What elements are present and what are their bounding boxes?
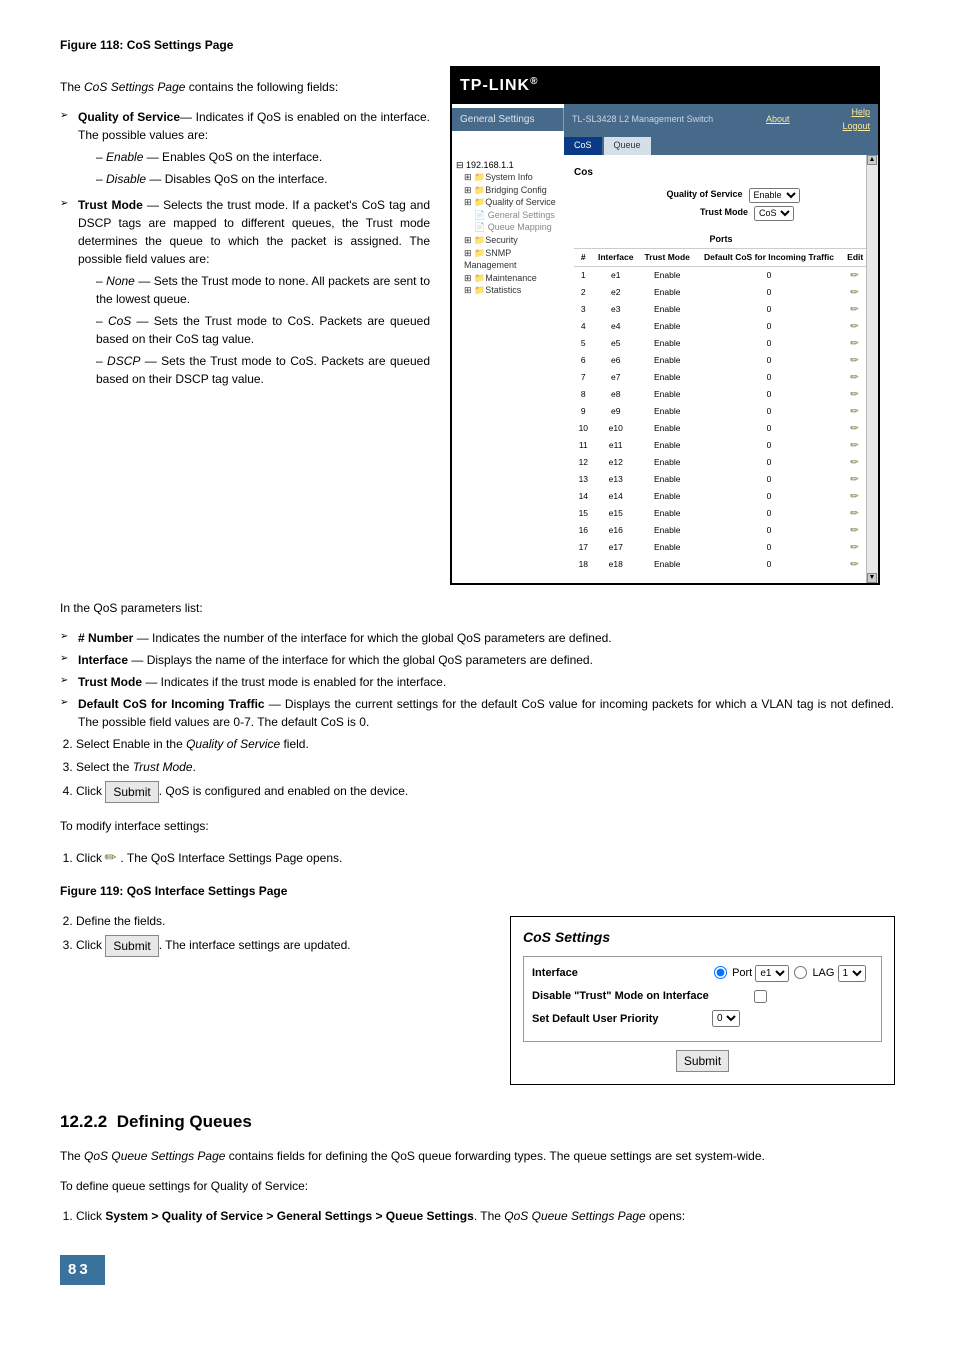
shot1-header-main: TL-SL3428 L2 Management Switch <box>572 113 713 127</box>
modify-steps: Click ✎ . The QoS Interface Settings Pag… <box>60 847 894 868</box>
nav-tree: ⊟ 192.168.1.1⊞ 📁System Info⊞ 📁Bridging C… <box>452 155 564 302</box>
bullet-list-1: ➢Quality of Service— Indicates if QoS is… <box>60 108 430 392</box>
steps-2: Define the fields. Click Submit. The int… <box>60 912 490 957</box>
figure-119-caption: Figure 119: QoS Interface Settings Page <box>60 882 894 900</box>
bullet-list-2: ➢# Number — Indicates the number of the … <box>60 629 894 731</box>
shot2-submit-button[interactable]: Submit <box>676 1050 729 1072</box>
intro-1: The CoS Settings Page contains the follo… <box>60 78 430 96</box>
scrollbar[interactable]: ▲ ▼ <box>866 155 878 583</box>
edit-icon[interactable]: ✎ <box>847 420 864 437</box>
default-priority-select[interactable]: 0 <box>712 1010 740 1027</box>
edit-icon[interactable]: ✎ <box>847 369 864 386</box>
modify-intro: To modify interface settings: <box>60 817 894 835</box>
edit-icon[interactable]: ✎ <box>847 352 864 369</box>
submit-button[interactable]: Submit <box>105 935 158 957</box>
lag-label: LAG <box>812 967 834 979</box>
help-link[interactable]: Help <box>851 107 870 117</box>
tab-queue[interactable]: Queue <box>604 137 651 155</box>
screenshot-cos-interface-settings: CoS Settings Interface Port e1 LAG 1 Dis… <box>510 916 895 1086</box>
scroll-up-icon[interactable]: ▲ <box>867 155 877 165</box>
lag-select[interactable]: 1 <box>838 965 866 982</box>
edit-icon[interactable]: ✎ <box>847 488 864 505</box>
edit-icon[interactable]: ✎ <box>847 386 864 403</box>
default-priority-label: Set Default User Priority <box>532 1011 712 1028</box>
section-p2: To define queue settings for Quality of … <box>60 1177 894 1195</box>
shot1-logo: TP-LINK® <box>452 68 878 104</box>
edit-icon[interactable]: ✎ <box>847 437 864 454</box>
edit-icon[interactable]: ✎ <box>847 471 864 488</box>
edit-icon[interactable]: ✎ <box>847 539 864 556</box>
disable-trust-checkbox[interactable] <box>754 990 767 1003</box>
steps-1: Select Enable in the Quality of Service … <box>60 735 894 803</box>
tab-cos[interactable]: CoS <box>564 137 602 155</box>
disable-trust-label: Disable "Trust" Mode on Interface <box>532 988 752 1005</box>
edit-icon[interactable]: ✎ <box>847 454 864 471</box>
scroll-down-icon[interactable]: ▼ <box>867 573 877 583</box>
edit-icon[interactable]: ✎ <box>847 267 864 284</box>
port-radio[interactable] <box>714 966 727 979</box>
interface-label: Interface <box>532 965 712 982</box>
submit-button[interactable]: Submit <box>105 781 158 803</box>
section-heading: 12.2.2 Defining Queues <box>60 1109 894 1135</box>
shot2-title: CoS Settings <box>523 927 882 948</box>
figure-118-caption: Figure 118: CoS Settings Page <box>60 36 894 54</box>
lag-radio[interactable] <box>794 966 807 979</box>
edit-icon[interactable]: ✎ <box>847 301 864 318</box>
edit-icon[interactable]: ✎ <box>847 522 864 539</box>
port-label: Port <box>732 967 752 979</box>
section-p1: The QoS Queue Settings Page contains fie… <box>60 1147 894 1165</box>
shot1-general-settings-title: General Settings <box>452 108 564 131</box>
param-list-intro: In the QoS parameters list: <box>60 599 894 617</box>
edit-icon[interactable]: ✎ <box>847 284 864 301</box>
logout-link[interactable]: Logout <box>842 121 870 131</box>
edit-icon[interactable]: ✎ <box>847 403 864 420</box>
section-steps: Click System > Quality of Service > Gene… <box>60 1207 894 1225</box>
pencil-icon: ✎ <box>100 846 123 869</box>
screenshot-cos-settings: TP-LINK® General Settings TL-SL3428 L2 M… <box>450 66 880 585</box>
about-link[interactable]: About <box>766 114 790 124</box>
ports-table: #InterfaceTrust ModeDefault CoS for Inco… <box>574 248 868 573</box>
edit-icon[interactable]: ✎ <box>847 556 864 573</box>
edit-icon[interactable]: ✎ <box>847 318 864 335</box>
cos-label: Cos <box>574 165 868 180</box>
page-number: 83 <box>60 1255 894 1281</box>
edit-icon[interactable]: ✎ <box>847 335 864 352</box>
edit-icon[interactable]: ✎ <box>847 505 864 522</box>
ports-header: Ports <box>574 233 868 247</box>
port-select[interactable]: e1 <box>755 965 789 982</box>
